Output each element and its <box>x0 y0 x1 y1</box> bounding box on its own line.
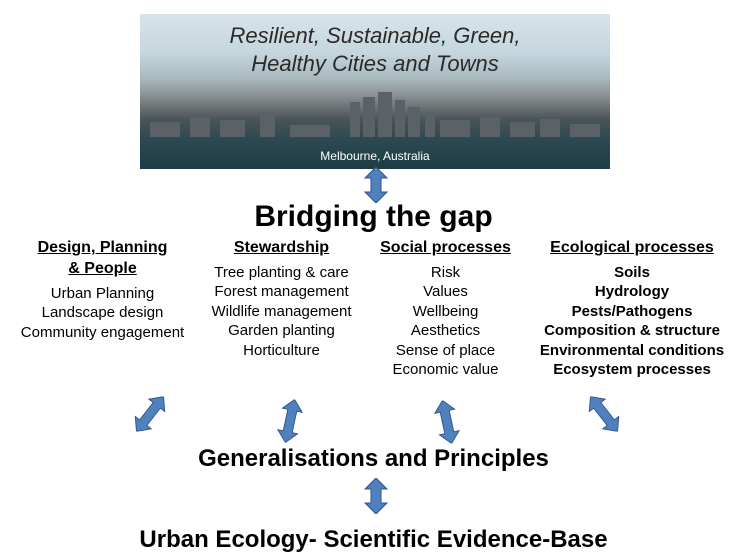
bidir-arrow-icon <box>264 395 316 447</box>
column-item: Aesthetics <box>368 321 523 341</box>
column-items: Urban PlanningLandscape designCommunity … <box>10 284 195 343</box>
hero-caption: Melbourne, Australia <box>140 149 610 163</box>
column-item: Community engagement <box>10 323 195 343</box>
column-item: Sense of place <box>368 341 523 361</box>
evidence-text: Urban Ecology- Scientific Evidence-Base <box>139 526 607 553</box>
hero-title-line1: Resilient, Sustainable, Green, <box>229 23 520 48</box>
column-2: Social processes RiskValuesWellbeingAesth… <box>368 238 523 380</box>
column-item: Wellbeing <box>368 302 523 322</box>
bidir-arrow-icon <box>361 478 391 514</box>
column-item: Pests/Pathogens <box>527 302 737 322</box>
hero-title-line2: Healthy Cities and Towns <box>251 51 498 76</box>
column-item: Composition & structure <box>527 321 737 341</box>
generalisations-text: Generalisations and Principles <box>198 445 549 472</box>
column-item: Hydrology <box>527 282 737 302</box>
bidir-arrow-icon <box>361 167 391 203</box>
bidir-arrow-icon <box>421 396 473 448</box>
hero-image: Resilient, Sustainable, Green, Healthy C… <box>140 14 610 169</box>
column-item: Values <box>368 282 523 302</box>
hero-title: Resilient, Sustainable, Green, Healthy C… <box>140 22 610 77</box>
skyline-graphic <box>140 92 610 137</box>
column-title: Design, Planning& People <box>10 238 195 280</box>
bidir-arrow-icon <box>573 383 635 445</box>
column-item: Soils <box>527 263 737 283</box>
evidence-heading: Urban Ecology- Scientific Evidence-Base <box>0 526 747 554</box>
column-item: Garden planting <box>199 321 364 341</box>
column-0: Design, Planning& PeopleUrban PlanningLa… <box>10 238 195 380</box>
column-item: Economic value <box>368 360 523 380</box>
column-items: Tree planting & careForest managementWil… <box>199 263 364 361</box>
column-item: Tree planting & care <box>199 263 364 283</box>
column-3: Ecological processes SoilsHydrologyPests/… <box>527 238 737 380</box>
column-1: Stewardship Tree planting & careForest ma… <box>199 238 364 380</box>
column-item: Wildlife management <box>199 302 364 322</box>
generalisations-heading: Generalisations and Principles <box>0 445 747 473</box>
column-item: Ecosystem processes <box>527 360 737 380</box>
column-title: Ecological processes <box>527 238 737 259</box>
bridging-text: Bridging the gap <box>254 200 492 233</box>
column-item: Landscape design <box>10 303 195 323</box>
column-item: Environmental conditions <box>527 341 737 361</box>
bidir-arrow-icon <box>119 383 181 445</box>
column-title: Stewardship <box>199 238 364 259</box>
column-item: Horticulture <box>199 341 364 361</box>
bridging-heading: Bridging the gap <box>0 200 747 234</box>
column-title: Social processes <box>368 238 523 259</box>
column-items: SoilsHydrologyPests/PathogensComposition… <box>527 263 737 380</box>
columns-row: Design, Planning& PeopleUrban PlanningLa… <box>0 238 747 380</box>
column-item: Urban Planning <box>10 284 195 304</box>
column-items: RiskValuesWellbeingAestheticsSense of pl… <box>368 263 523 380</box>
column-item: Risk <box>368 263 523 283</box>
column-item: Forest management <box>199 282 364 302</box>
